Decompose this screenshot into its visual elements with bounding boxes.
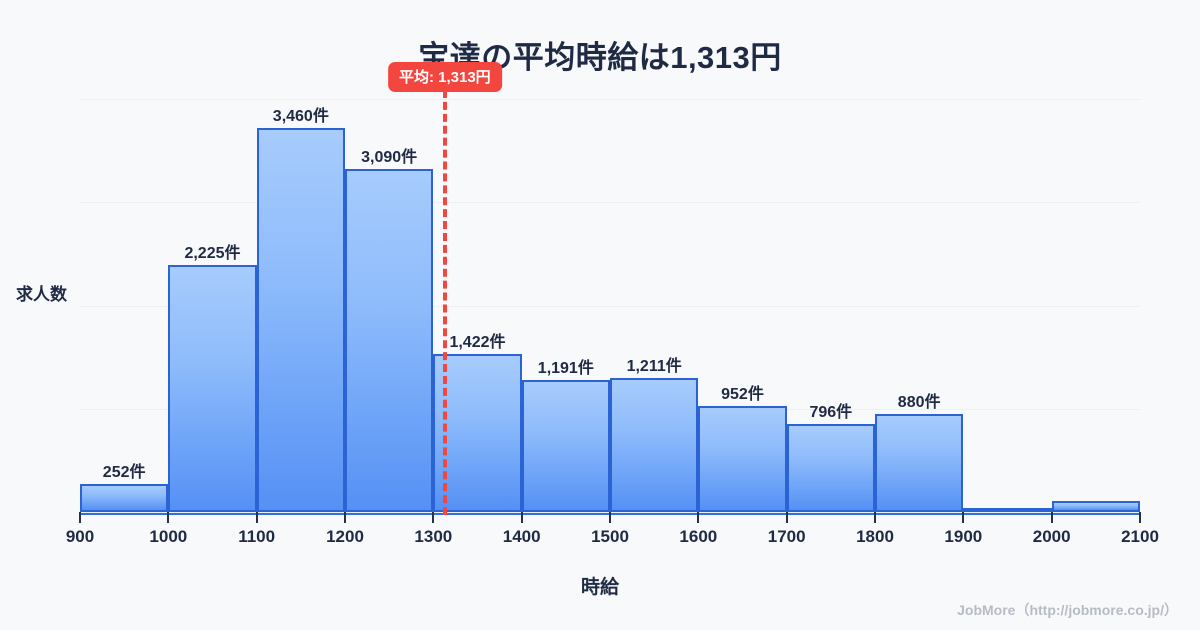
x-tick bbox=[697, 512, 700, 523]
x-tick-label: 2100 bbox=[1121, 527, 1159, 546]
bar-1300-1400[interactable]: 1,422件 bbox=[433, 334, 522, 512]
gridline bbox=[80, 99, 1140, 100]
bar-900-1000[interactable]: 252件 bbox=[80, 464, 169, 512]
bar-1700-1800[interactable]: 796件 bbox=[786, 404, 875, 512]
x-axis-title: 時給 bbox=[580, 577, 619, 598]
bar-value-label: 3,090件 bbox=[361, 148, 418, 166]
bar-value-label: 796件 bbox=[809, 403, 853, 421]
bar-value-label: 252件 bbox=[102, 464, 146, 482]
gridline bbox=[80, 202, 1140, 204]
bar-1500-1600[interactable]: 1,211件 bbox=[610, 358, 699, 512]
bar-value-label: 952件 bbox=[721, 386, 764, 404]
x-tick bbox=[344, 512, 346, 523]
bar-value-label: 2,225件 bbox=[184, 244, 241, 262]
x-tick bbox=[874, 512, 876, 523]
x-tick-label: 1400 bbox=[502, 527, 541, 546]
plot-area: 252件 2,225件 3,460件 3,090件 1,422件 1,191件 1,211件… bbox=[66, 62, 1159, 546]
x-tick bbox=[167, 512, 170, 523]
bar-1400-1500[interactable]: 1,191件 bbox=[521, 360, 610, 512]
average-line bbox=[442, 90, 447, 515]
x-tick-label: 1800 bbox=[856, 527, 894, 546]
x-tick bbox=[962, 512, 965, 523]
x-tick-label: 2000 bbox=[1032, 527, 1071, 546]
bar-1200-1300[interactable]: 3,090件 bbox=[345, 149, 434, 512]
bar-value-label: 1,211件 bbox=[626, 357, 682, 375]
bar-1600-1700[interactable]: 952件 bbox=[698, 386, 787, 512]
x-tick-label: 1900 bbox=[944, 527, 983, 546]
x-tick-label: 1000 bbox=[149, 527, 188, 546]
bar-1800-1900[interactable]: 880件 bbox=[875, 394, 964, 512]
x-tick bbox=[255, 512, 258, 523]
x-tick bbox=[1050, 512, 1053, 523]
bar-value-label: 1,422件 bbox=[449, 334, 506, 352]
bar-value-label: 880件 bbox=[897, 394, 941, 412]
bar-1100-1200[interactable]: 3,460件 bbox=[256, 108, 345, 512]
bar-value-label: 1,191件 bbox=[537, 359, 594, 377]
gridline bbox=[80, 305, 1140, 307]
bar-2000-2100[interactable] bbox=[1051, 500, 1140, 512]
chart-title: 宝達の平均時給は1,313円 bbox=[418, 40, 782, 75]
x-tick-label: 1500 bbox=[591, 527, 629, 546]
x-tick bbox=[785, 512, 788, 523]
x-tick bbox=[1139, 512, 1141, 523]
credit-text: JobMore（http://jobmore.co.jp/） bbox=[957, 602, 1178, 618]
x-tick-label: 1100 bbox=[238, 527, 276, 546]
x-tick-label: 1200 bbox=[326, 527, 364, 546]
y-axis-title: 求人数 bbox=[16, 285, 67, 304]
average-badge: 平均: 1,313円 bbox=[387, 62, 502, 92]
x-tick bbox=[520, 512, 523, 523]
x-tick-label: 900 bbox=[65, 527, 95, 546]
x-tick bbox=[79, 512, 81, 523]
x-tick-label: 1700 bbox=[767, 527, 806, 546]
bar-1900-2000[interactable] bbox=[963, 508, 1052, 512]
x-tick bbox=[432, 512, 435, 523]
x-tick-label: 1300 bbox=[414, 527, 453, 546]
x-tick bbox=[609, 512, 611, 523]
bar-value-label: 3,460件 bbox=[272, 107, 329, 125]
x-tick-label: 1600 bbox=[679, 527, 718, 546]
bar-1000-1100[interactable]: 2,225件 bbox=[168, 245, 257, 512]
